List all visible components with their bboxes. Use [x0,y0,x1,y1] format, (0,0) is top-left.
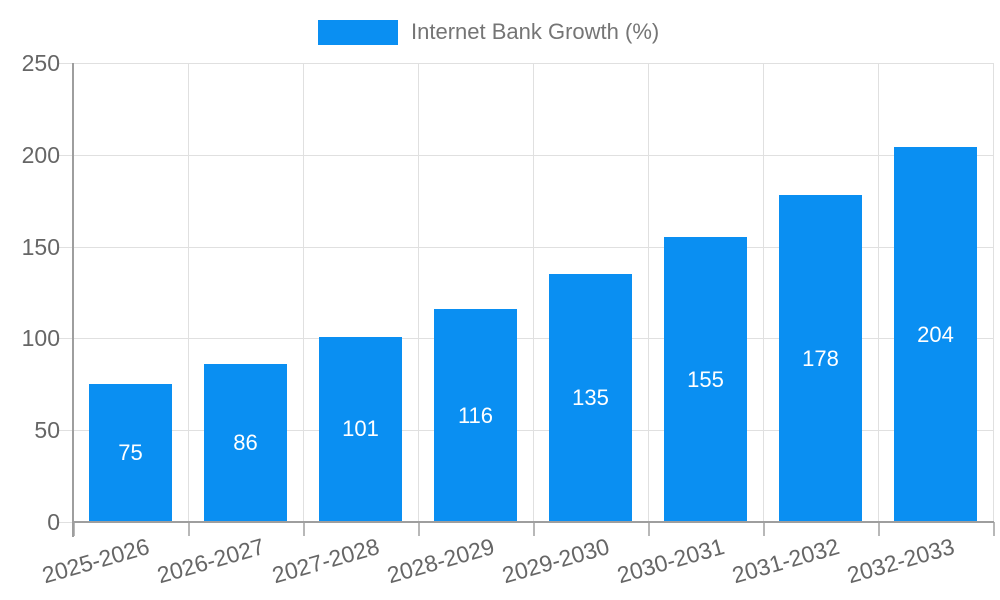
x-gridline [533,63,534,522]
x-gridline [993,63,994,522]
legend-color-swatch [318,19,398,45]
y-axis-tick-label: 200 [21,141,60,168]
x-gridline [418,63,419,522]
x-gridline [648,63,649,522]
x-axis-tick [417,522,420,536]
x-axis-tick [532,522,535,536]
bar-value-label: 101 [342,416,379,442]
x-gridline [303,63,304,522]
bar-value-label: 86 [233,430,258,456]
x-axis-tick-label: 2032-2033 [843,533,957,589]
bar: 135 [549,274,632,522]
x-axis-tick [877,522,880,536]
x-axis-tick-label: 2025-2026 [38,533,152,589]
legend-series-label: Internet Bank Growth (%) [411,19,660,44]
x-axis-line [72,521,994,523]
x-gridline [188,63,189,522]
y-axis-line [72,63,74,537]
y-gridline [57,63,993,64]
x-axis-tick [992,522,995,536]
y-axis-tick-label: 100 [21,325,60,352]
y-axis-tick-label: 50 [34,417,60,444]
bar-value-label: 155 [687,366,724,392]
x-axis-tick-label: 2031-2032 [728,533,842,589]
bar: 86 [204,364,287,522]
x-axis-tick-label: 2027-2028 [268,533,382,589]
bar: 204 [894,147,977,522]
x-axis-tick [647,522,650,536]
y-axis-tick-label: 150 [21,233,60,260]
bar: 75 [89,384,172,522]
bar: 155 [664,237,747,522]
bar: 178 [779,195,862,522]
y-axis-tick-label: 0 [47,509,60,535]
bar-value-label: 116 [457,402,494,428]
x-axis-tick-label: 2029-2030 [498,533,612,589]
y-gridline [57,246,993,248]
bar-value-label: 178 [802,345,839,371]
x-axis-tick-label: 2026-2027 [153,533,267,589]
bar: 116 [434,309,517,522]
x-axis-tick-label: 2030-2031 [613,533,727,589]
bar-value-label: 135 [572,385,609,411]
bar-value-label: 75 [118,440,143,466]
x-axis-tick [762,522,765,536]
x-axis-tick [187,522,190,536]
bar-value-label: 204 [917,321,954,347]
y-gridline [57,430,993,432]
x-gridline [763,63,764,522]
chart-legend: Internet Bank Growth (%) [318,18,659,46]
x-gridline [878,63,879,522]
y-gridline [57,338,993,340]
x-axis-tick [302,522,305,536]
x-axis-tick-label: 2028-2029 [383,533,497,589]
y-gridline [57,154,993,156]
y-axis-tick-label: 250 [21,50,60,76]
bar: 101 [319,336,402,522]
